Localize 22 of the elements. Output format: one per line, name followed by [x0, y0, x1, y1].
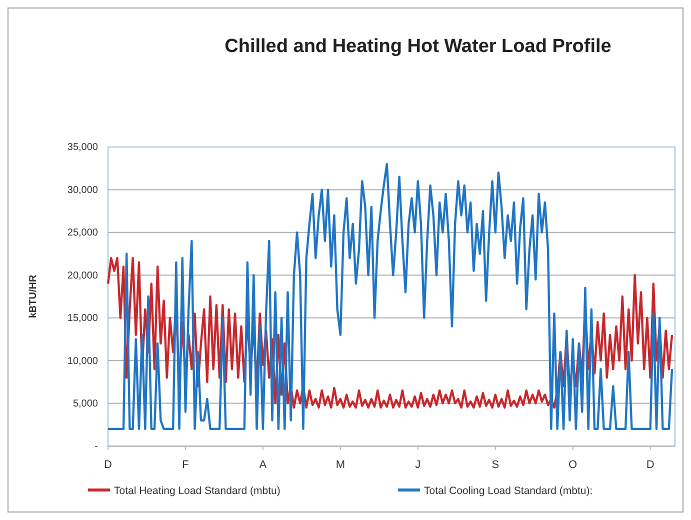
legend-label: Total Heating Load Standard (mbtu): [114, 485, 280, 497]
x-tick-label: D: [646, 458, 654, 471]
x-tick-label: F: [182, 458, 190, 471]
y-tick-label: 10,000: [67, 356, 98, 367]
line-series: [106, 256, 674, 409]
y-tick-label: -: [94, 441, 98, 452]
y-tick-label: 35,000: [67, 142, 98, 154]
chart-title: Chilled and Heating Hot Water Load Profile: [224, 36, 612, 57]
x-tick-label: M: [336, 458, 346, 471]
line-series: [106, 162, 674, 430]
y-tick-label: 5,000: [72, 398, 98, 410]
x-tick-label: D: [104, 458, 112, 471]
x-tick-label: O: [568, 458, 578, 471]
y-tick-label: 20,000: [67, 270, 98, 282]
legend-label: Total Cooling Load Standard (mbtu):: [424, 485, 593, 497]
x-tick-label: A: [259, 458, 268, 471]
y-tick-label: 15,000: [67, 313, 98, 324]
y-axis-title: kBTU/HR: [28, 274, 39, 318]
y-tick-label: 30,000: [67, 184, 98, 196]
x-tick-label: S: [492, 458, 500, 471]
x-tick-label: J: [415, 458, 421, 471]
y-tick-label: 25,000: [67, 228, 98, 239]
